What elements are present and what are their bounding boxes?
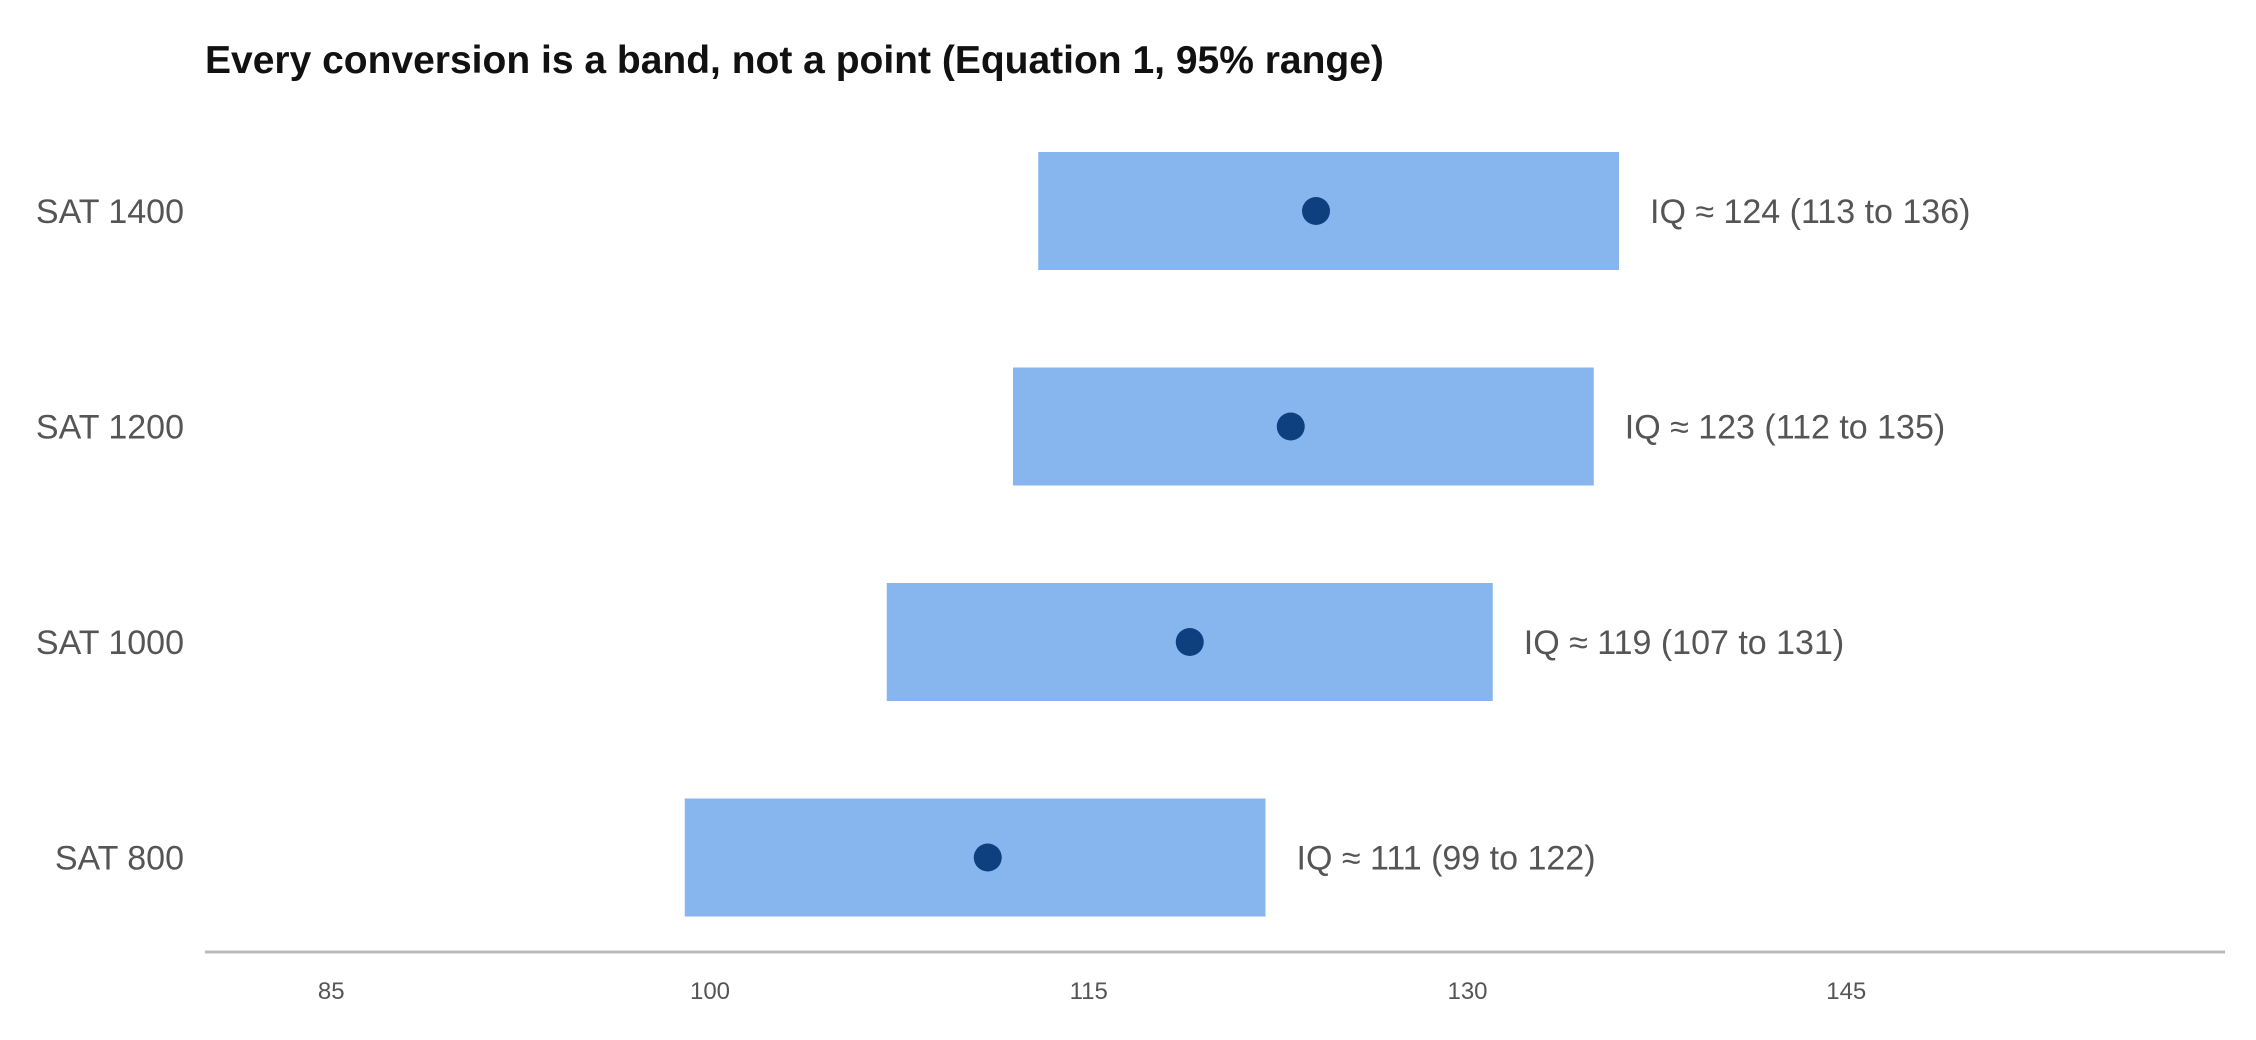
category-label: SAT 1200 xyxy=(36,409,184,447)
chart-row: SAT 800 IQ ≈ 111 (99 to 122) xyxy=(55,798,1596,917)
x-tick-label: 85 xyxy=(318,978,345,1005)
chart-row: SAT 1400 IQ ≈ 124 (113 to 136) xyxy=(36,152,1970,270)
estimate-point xyxy=(973,843,1002,872)
x-tick-label: 115 xyxy=(1070,978,1108,1005)
range-label: IQ ≈ 111 (99 to 122) xyxy=(1297,840,1596,878)
x-tick-label: 145 xyxy=(1826,978,1866,1005)
range-label: IQ ≈ 123 (112 to 135) xyxy=(1625,409,1945,447)
x-tick-label: 100 xyxy=(690,978,730,1005)
chart-title: Every conversion is a band, not a point … xyxy=(205,39,1384,82)
range-label: IQ ≈ 119 (107 to 131) xyxy=(1524,624,1844,662)
estimate-point xyxy=(1302,197,1330,225)
chart-row: SAT 1200 IQ ≈ 123 (112 to 135) xyxy=(36,367,1945,486)
chart-rows: SAT 1400 IQ ≈ 124 (113 to 136) SAT 1200 IQ … xyxy=(36,152,1970,917)
x-tick-label: 130 xyxy=(1447,978,1487,1005)
x-axis-ticks: 85 100 115 130 145 xyxy=(318,978,1866,1005)
chart-row: SAT 1000 IQ ≈ 119 (107 to 131) xyxy=(36,583,1844,701)
category-label: SAT 800 xyxy=(55,840,184,878)
range-label: IQ ≈ 124 (113 to 136) xyxy=(1650,193,1970,231)
estimate-point xyxy=(1276,412,1305,441)
estimate-point xyxy=(1175,628,1204,656)
category-label: SAT 1400 xyxy=(36,193,184,231)
category-label: SAT 1000 xyxy=(36,624,184,662)
